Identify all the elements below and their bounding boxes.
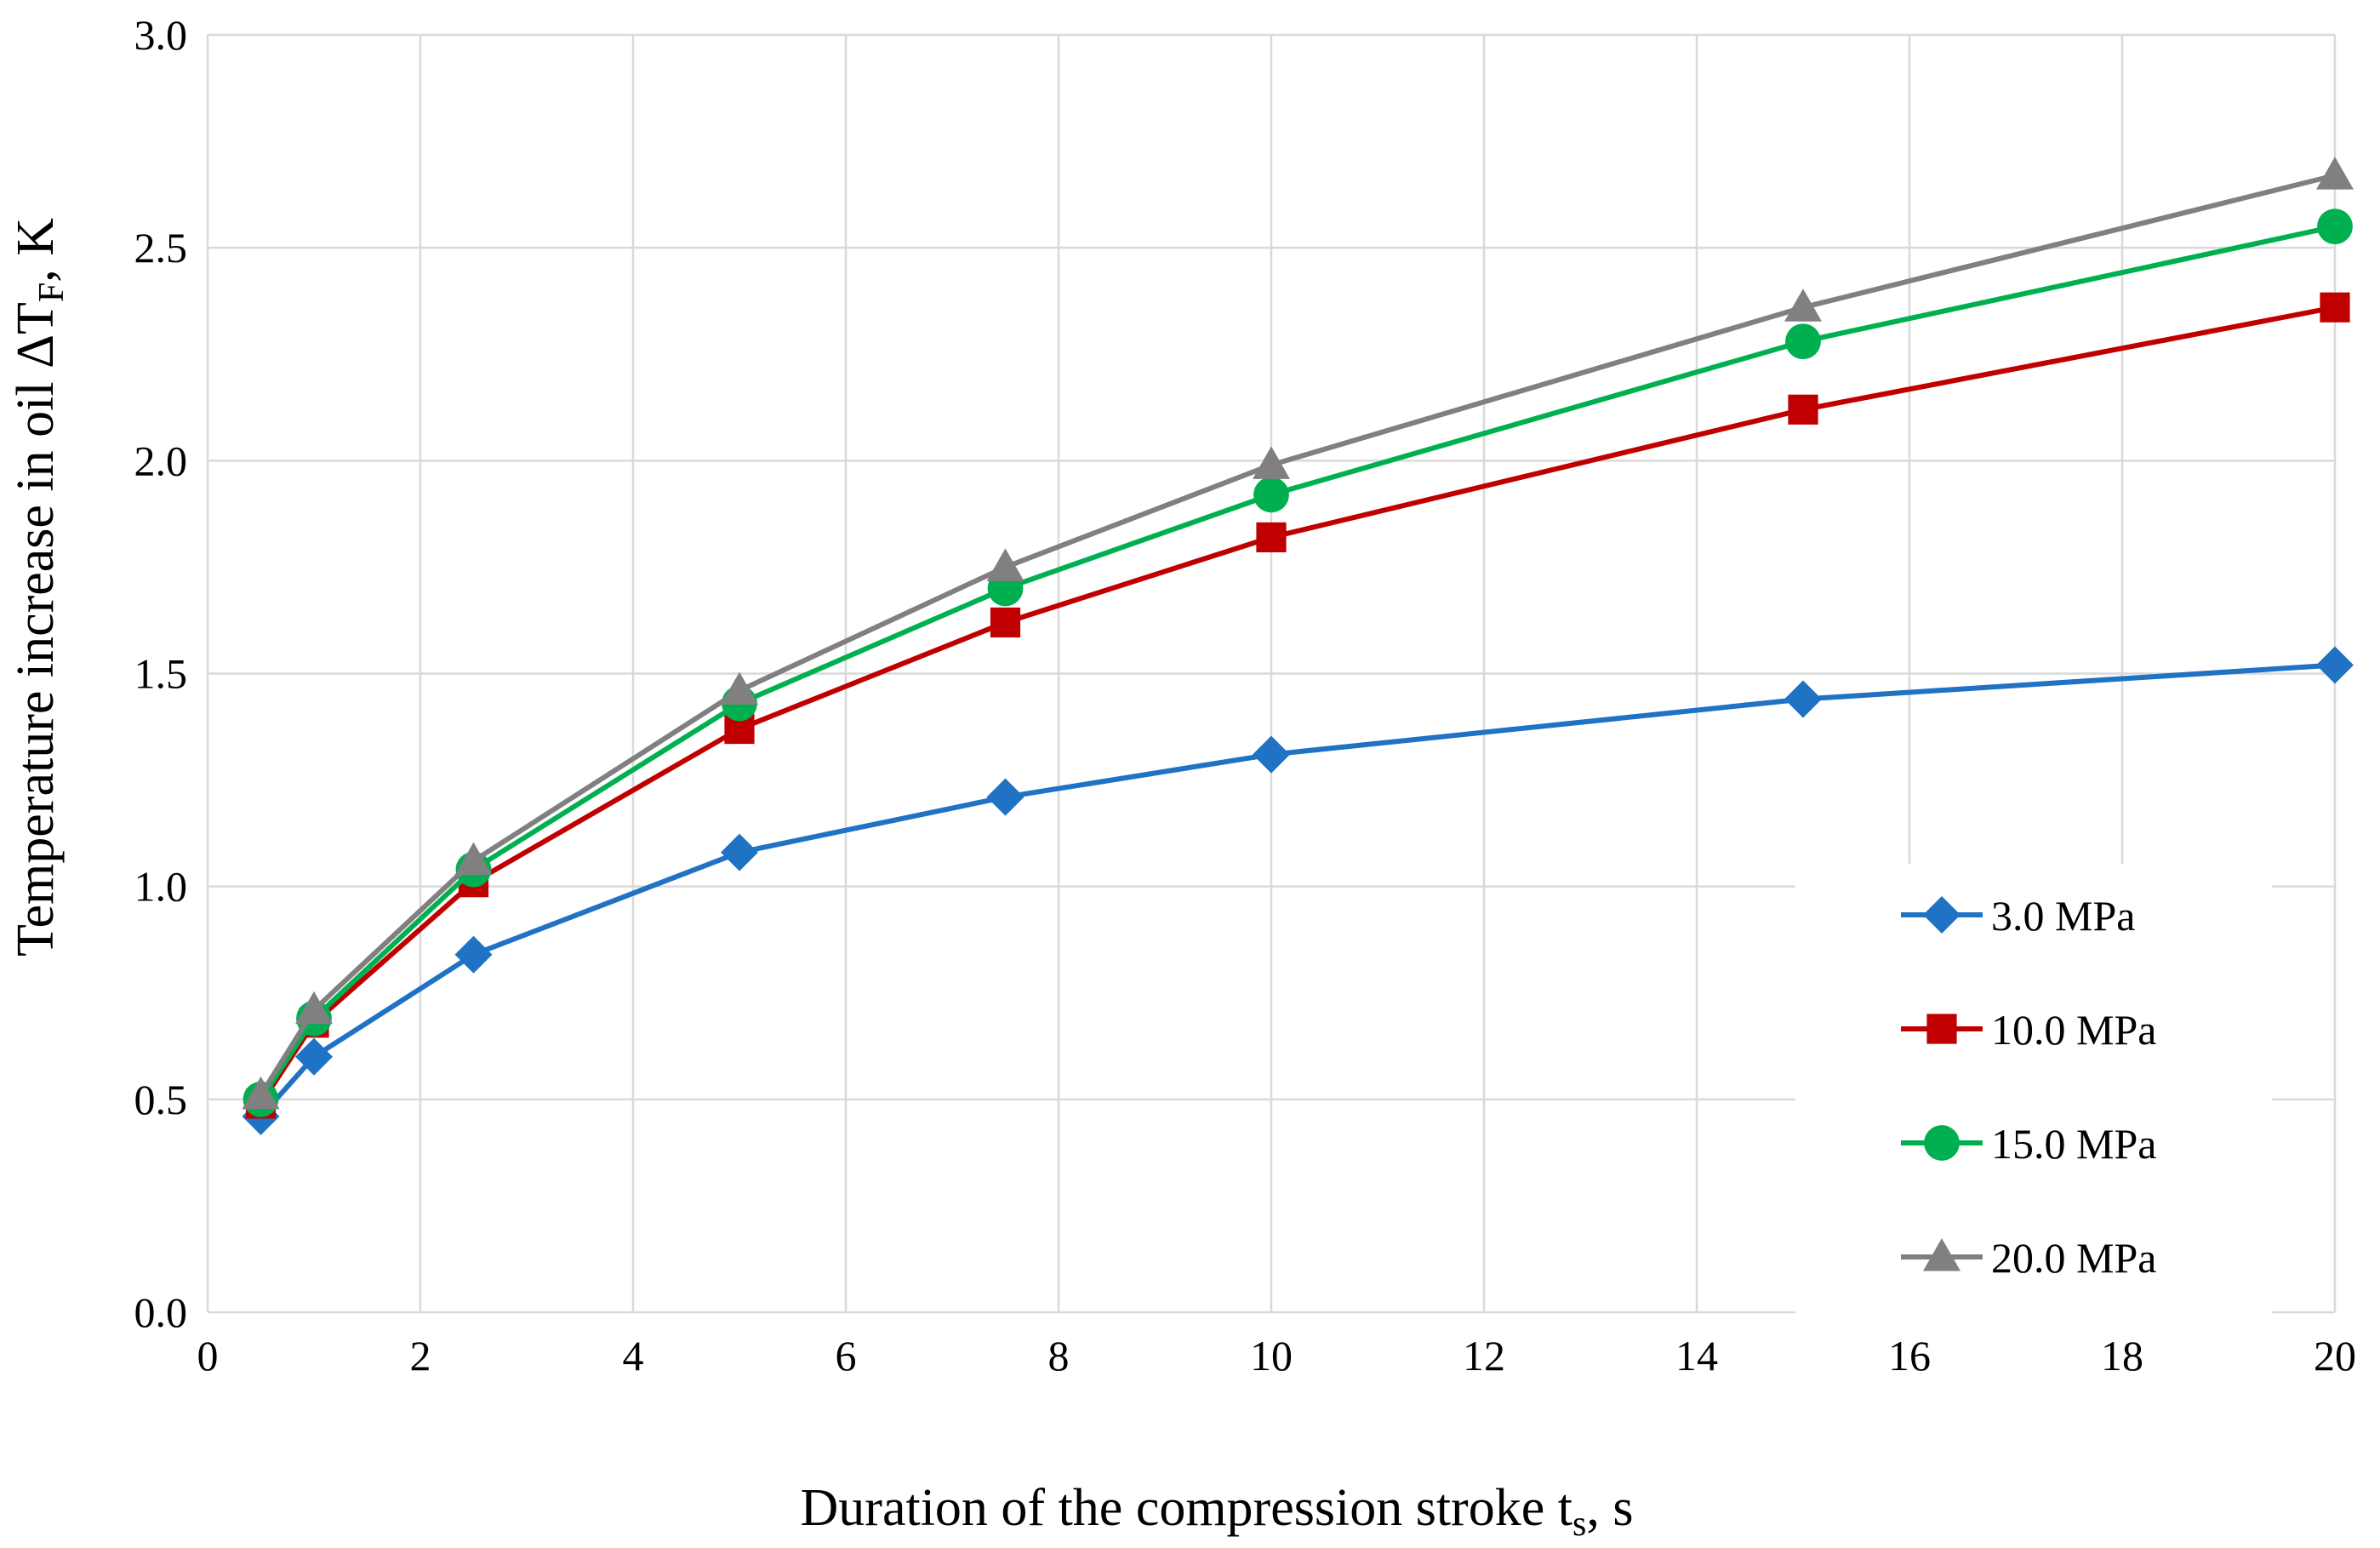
y-tick-label: 1.5 [134, 650, 188, 698]
x-axis-title-sub: s [1572, 1505, 1586, 1544]
x-tick-label: 0 [197, 1332, 219, 1379]
series-20-0-mpa [242, 157, 2354, 1110]
x-axis-title-suffix: , s [1586, 1479, 1633, 1537]
x-tick-label: 10 [1250, 1332, 1293, 1379]
data-point [2316, 157, 2354, 190]
data-point [295, 991, 333, 1025]
data-point [1784, 288, 1822, 322]
y-tick-label: 0.0 [134, 1288, 188, 1336]
data-point [1253, 735, 1290, 774]
data-point [1788, 394, 1818, 425]
x-axis-title: Duration of the compression stroke ts, s [801, 1479, 1634, 1544]
x-tick-label: 12 [1463, 1332, 1505, 1379]
x-tick-label: 16 [1888, 1332, 1931, 1379]
y-axis-title-suffix: , K [7, 218, 65, 283]
x-tick-label: 14 [1675, 1332, 1718, 1379]
data-point [2320, 292, 2350, 323]
data-point [295, 1037, 333, 1076]
data-point [454, 935, 493, 974]
legend-marker [1926, 1014, 1957, 1044]
legend-marker [1924, 1125, 1960, 1161]
series-layer [242, 157, 2354, 1135]
data-point [1256, 522, 1287, 552]
x-tick-label: 20 [2314, 1332, 2356, 1379]
series-line [259, 662, 2336, 1118]
data-point [454, 842, 493, 876]
data-point [1784, 680, 1822, 718]
y-tick-label: 2.5 [134, 224, 188, 271]
data-point [242, 1076, 280, 1110]
y-axis-title-sub: F [32, 283, 71, 302]
legend-background [1795, 864, 2272, 1315]
data-point [990, 607, 1021, 638]
legend-item: 3.0 MPa [1901, 892, 2135, 940]
legend-item: 10.0 MPa [1901, 1006, 2156, 1054]
data-point [2317, 208, 2353, 245]
legend-marker [1923, 1238, 1961, 1271]
x-tick-label: 6 [836, 1332, 857, 1379]
y-tick-label: 0.5 [134, 1076, 188, 1123]
tick-labels: 0 2 4 6 8 10 12 14 16 18 20 0.0 0.5 1.0 1.5 2.0 2.5 3.0 [134, 11, 2357, 1379]
legend-item: 20.0 MPa [1901, 1234, 2156, 1282]
legend-marker [1923, 896, 1961, 934]
data-point [986, 778, 1024, 816]
x-tick-label: 4 [623, 1332, 644, 1379]
series-line [258, 305, 2336, 1105]
data-point [1253, 477, 1289, 513]
y-tick-label: 2.0 [134, 437, 188, 484]
x-tick-label: 18 [2101, 1332, 2143, 1379]
series-line [258, 224, 2336, 1101]
legend-label: 20.0 MPa [1991, 1234, 2156, 1282]
legend-label: 10.0 MPa [1991, 1006, 2156, 1054]
y-tick-label: 1.0 [134, 863, 188, 911]
data-point [721, 671, 758, 705]
x-tick-label: 8 [1048, 1332, 1070, 1379]
legend-label: 3.0 MPa [1991, 892, 2135, 940]
data-point [986, 548, 1024, 581]
data-point [1253, 446, 1290, 479]
data-point [721, 833, 758, 871]
data-point [1785, 323, 1821, 360]
legend-item: 15.0 MPa [1901, 1120, 2156, 1168]
y-axis-title: Temperature increase in oil ΔTF, K [7, 218, 71, 957]
legend-label: 15.0 MPa [1991, 1120, 2156, 1168]
x-axis-title-main: Duration of the compression stroke t [801, 1479, 1572, 1537]
series-line [258, 173, 2336, 1097]
y-tick-label: 3.0 [134, 11, 188, 59]
legend: 3.0 MPa 10.0 MPa 15.0 MPa 20.0 MPa [1795, 864, 2272, 1315]
data-point [2316, 646, 2354, 684]
y-axis-title-main: Temperature increase in oil ΔT [7, 302, 65, 957]
x-tick-label: 2 [410, 1332, 431, 1379]
series-3-0-mpa [242, 646, 2354, 1135]
